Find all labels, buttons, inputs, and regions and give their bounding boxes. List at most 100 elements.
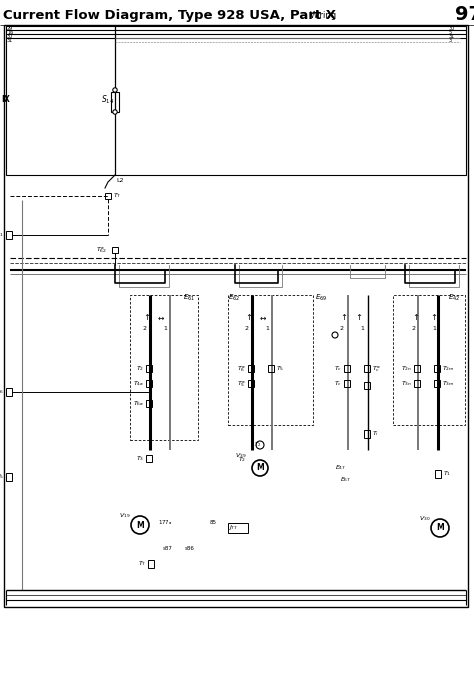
Bar bbox=[248, 380, 254, 387]
Text: $T_{62}^a$: $T_{62}^a$ bbox=[96, 245, 107, 255]
Bar bbox=[434, 365, 440, 372]
Text: ↑: ↑ bbox=[430, 313, 437, 323]
Text: $E_{62}$: $E_{62}$ bbox=[228, 293, 240, 303]
Bar bbox=[414, 365, 420, 372]
Text: $V_{39}$: $V_{39}$ bbox=[235, 452, 246, 460]
Bar bbox=[111, 92, 119, 112]
Text: $T_7$: $T_7$ bbox=[113, 192, 121, 201]
Bar bbox=[4, 25, 468, 607]
Bar bbox=[6, 231, 12, 239]
Text: 2: 2 bbox=[340, 325, 344, 330]
Text: 29: 29 bbox=[7, 26, 13, 31]
Circle shape bbox=[332, 332, 338, 338]
Text: $T_3$: $T_3$ bbox=[136, 454, 144, 464]
Text: $T_{21}$: $T_{21}$ bbox=[0, 231, 4, 239]
Text: 1: 1 bbox=[163, 325, 167, 330]
Text: ↑: ↑ bbox=[245, 313, 252, 323]
Circle shape bbox=[431, 519, 449, 537]
Text: M: M bbox=[256, 464, 264, 473]
Text: $T_5$: $T_5$ bbox=[276, 365, 284, 374]
Text: $E_{67}$: $E_{67}$ bbox=[340, 475, 351, 485]
Text: $T_{3n}$: $T_{3n}$ bbox=[401, 380, 412, 388]
Bar bbox=[228, 523, 248, 533]
Text: 5: 5 bbox=[449, 30, 452, 35]
Bar bbox=[146, 380, 152, 387]
Bar bbox=[414, 380, 420, 387]
Text: $T_5$: $T_5$ bbox=[0, 473, 4, 481]
Text: $J_{77}$: $J_{77}$ bbox=[228, 523, 238, 532]
Text: s86: s86 bbox=[185, 546, 195, 551]
Text: M: M bbox=[136, 521, 144, 530]
Text: M: M bbox=[436, 523, 444, 532]
Text: $T_{26}$: $T_{26}$ bbox=[0, 388, 4, 397]
Text: 16: 16 bbox=[7, 30, 13, 35]
Text: 2: 2 bbox=[143, 325, 147, 330]
Bar bbox=[364, 365, 370, 372]
Text: $S_{14}$: $S_{14}$ bbox=[101, 94, 114, 106]
Text: $V_{19}$: $V_{19}$ bbox=[118, 511, 130, 521]
Text: ↔: ↔ bbox=[158, 313, 164, 323]
Circle shape bbox=[131, 516, 149, 534]
Circle shape bbox=[113, 110, 117, 114]
Text: $177_a$: $177_a$ bbox=[158, 519, 173, 527]
Text: ↔: ↔ bbox=[260, 313, 266, 323]
Text: $T_{2m}$: $T_{2m}$ bbox=[442, 365, 455, 374]
Text: ↑: ↑ bbox=[143, 313, 150, 323]
Bar bbox=[435, 470, 441, 478]
Text: IX: IX bbox=[1, 96, 10, 104]
Text: $T_1$: $T_1$ bbox=[443, 470, 451, 479]
Text: 1: 1 bbox=[360, 325, 364, 330]
Text: ↑: ↑ bbox=[412, 313, 419, 323]
Text: 97: 97 bbox=[455, 5, 474, 24]
Text: 31: 31 bbox=[449, 33, 455, 39]
Bar bbox=[393, 295, 465, 425]
Text: ↑: ↑ bbox=[340, 313, 347, 323]
Bar bbox=[146, 455, 152, 462]
Text: $T_c$: $T_c$ bbox=[334, 365, 342, 374]
Text: 1: 1 bbox=[265, 325, 269, 330]
Text: $V_{30}$: $V_{30}$ bbox=[419, 515, 430, 523]
Text: 31: 31 bbox=[7, 37, 13, 43]
Bar bbox=[112, 247, 118, 253]
Bar bbox=[105, 193, 111, 199]
Text: 3: 3 bbox=[449, 37, 452, 43]
Text: 2: 2 bbox=[245, 325, 249, 330]
Bar bbox=[248, 365, 254, 372]
Text: s87: s87 bbox=[163, 546, 173, 551]
Text: 30: 30 bbox=[7, 33, 13, 39]
Text: Wiring: Wiring bbox=[310, 10, 337, 20]
Bar bbox=[434, 380, 440, 387]
Bar bbox=[364, 382, 370, 389]
Text: $E_{47}$: $E_{47}$ bbox=[335, 464, 346, 473]
Text: ↑: ↑ bbox=[355, 313, 362, 323]
Bar bbox=[146, 365, 152, 372]
Bar bbox=[228, 295, 313, 425]
Bar bbox=[6, 388, 12, 396]
Text: $T_i$: $T_i$ bbox=[372, 430, 379, 439]
Text: $T_c$: $T_c$ bbox=[334, 380, 342, 388]
Text: L2: L2 bbox=[116, 178, 124, 184]
Bar bbox=[146, 400, 152, 407]
Text: $T_7$: $T_7$ bbox=[138, 559, 146, 568]
Text: $E_{42}$: $E_{42}$ bbox=[448, 293, 460, 303]
Bar bbox=[344, 380, 350, 387]
Text: $T_2$: $T_2$ bbox=[136, 365, 144, 374]
Text: Current Flow Diagram, Type 928 USA, Part X: Current Flow Diagram, Type 928 USA, Part… bbox=[3, 9, 336, 22]
Text: $T_5^a$: $T_5^a$ bbox=[237, 379, 246, 389]
Text: 2: 2 bbox=[412, 325, 416, 330]
Text: $T_c^a$: $T_c^a$ bbox=[372, 364, 381, 374]
Bar bbox=[268, 365, 274, 372]
Bar bbox=[148, 560, 154, 568]
Text: 30: 30 bbox=[449, 26, 455, 31]
Bar bbox=[6, 473, 12, 481]
Bar bbox=[364, 430, 370, 438]
Text: $T_2$: $T_2$ bbox=[238, 456, 246, 464]
Text: $T_{4a}$: $T_{4a}$ bbox=[133, 380, 144, 388]
Text: $T_6^a$: $T_6^a$ bbox=[237, 364, 246, 374]
Bar bbox=[344, 365, 350, 372]
Text: $E_{61}$: $E_{61}$ bbox=[183, 293, 195, 303]
Text: 1: 1 bbox=[432, 325, 436, 330]
Text: $T_{6a}$: $T_{6a}$ bbox=[133, 399, 144, 408]
Circle shape bbox=[256, 441, 264, 449]
Text: $T_{3m}$: $T_{3m}$ bbox=[442, 380, 455, 388]
